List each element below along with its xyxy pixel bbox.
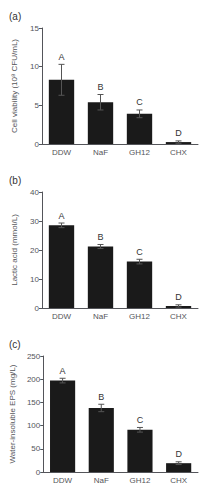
- svg-text:C: C: [136, 97, 143, 107]
- svg-text:A: A: [58, 52, 64, 62]
- svg-text:Cell viability (10⁸ CFU/mL): Cell viability (10⁸ CFU/mL): [10, 39, 19, 133]
- svg-text:NaF: NaF: [93, 312, 108, 321]
- svg-text:40: 40: [30, 188, 39, 197]
- svg-text:DDW: DDW: [52, 312, 72, 321]
- svg-text:20: 20: [30, 246, 39, 255]
- svg-text:GH12: GH12: [130, 476, 151, 485]
- svg-text:150: 150: [27, 398, 41, 407]
- svg-text:250: 250: [27, 352, 41, 361]
- svg-text:C: C: [136, 247, 143, 257]
- svg-text:A: A: [58, 211, 64, 221]
- svg-text:0: 0: [36, 468, 41, 477]
- svg-text:100: 100: [27, 421, 41, 430]
- svg-text:CHX: CHX: [170, 312, 188, 321]
- svg-text:D: D: [175, 449, 182, 459]
- svg-text:GH12: GH12: [129, 148, 150, 157]
- svg-text:30: 30: [30, 217, 39, 226]
- svg-text:B: B: [98, 392, 104, 402]
- svg-text:0: 0: [35, 304, 40, 313]
- svg-text:B: B: [97, 232, 103, 242]
- svg-text:D: D: [175, 128, 182, 138]
- svg-text:A: A: [60, 366, 66, 376]
- svg-text:50: 50: [31, 444, 40, 453]
- svg-text:(b): (b): [9, 175, 21, 186]
- svg-text:(a): (a): [9, 11, 21, 22]
- svg-text:GH12: GH12: [129, 312, 150, 321]
- svg-text:DDW: DDW: [52, 148, 72, 157]
- svg-text:15: 15: [30, 24, 39, 33]
- svg-text:DDW: DDW: [53, 476, 73, 485]
- svg-text:NaF: NaF: [93, 148, 108, 157]
- svg-text:0: 0: [35, 140, 40, 149]
- svg-text:NaF: NaF: [94, 476, 109, 485]
- svg-text:C: C: [137, 415, 144, 425]
- svg-text:D: D: [175, 292, 182, 302]
- svg-text:200: 200: [27, 375, 41, 384]
- svg-text:5: 5: [35, 101, 40, 110]
- svg-text:CHX: CHX: [170, 476, 188, 485]
- svg-text:Water-insoluble EPS (mg/L): Water-insoluble EPS (mg/L): [8, 364, 17, 463]
- svg-text:Lactic acid (mmol/L): Lactic acid (mmol/L): [10, 214, 19, 286]
- svg-text:(c): (c): [9, 339, 21, 350]
- svg-text:CHX: CHX: [170, 148, 188, 157]
- svg-text:B: B: [97, 82, 103, 92]
- svg-text:10: 10: [30, 62, 39, 71]
- svg-text:10: 10: [30, 275, 39, 284]
